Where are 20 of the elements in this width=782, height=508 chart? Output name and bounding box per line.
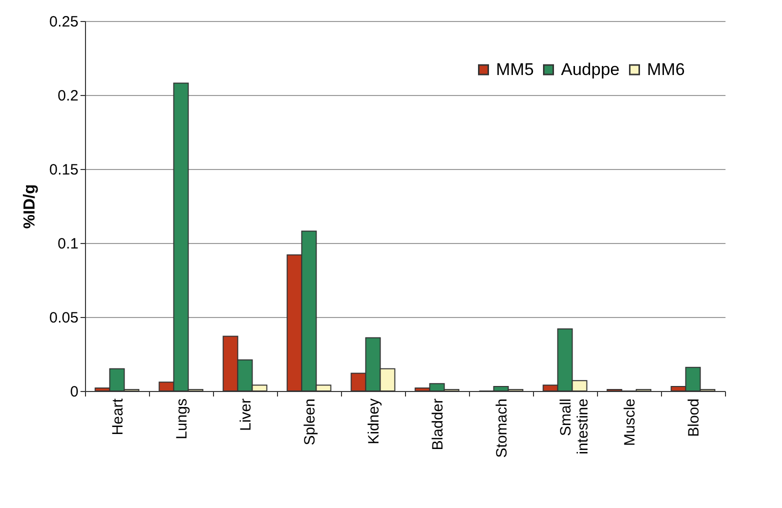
legend-label: MM6	[647, 60, 685, 79]
y-tick-label: 0.25	[49, 14, 78, 30]
x-tick-label: Lungs	[174, 398, 190, 440]
y-tick-label: 0	[70, 384, 78, 400]
x-tick-label: Blood	[686, 398, 702, 437]
y-tick-label: 0.1	[58, 236, 78, 252]
x-tick-label: Heart	[110, 398, 126, 436]
y-tick-label: 0.05	[49, 310, 78, 326]
y-tick-label: 0.2	[58, 88, 78, 104]
x-tick-label: Muscle	[622, 398, 638, 446]
x-tick-label: Bladder	[430, 398, 446, 450]
x-tick-label: Kidney	[366, 398, 382, 444]
legend-label: MM5	[496, 60, 534, 79]
x-tick-label: Spleen	[302, 398, 318, 446]
x-tick-label: Stomach	[494, 398, 510, 458]
y-tick-label: 0.15	[49, 162, 78, 178]
legend-label: Audppe	[561, 60, 620, 79]
x-tick-label: Small intestine	[558, 398, 592, 454]
y-axis-title: %ID/g	[21, 184, 38, 229]
x-tick-label: Liver	[238, 398, 254, 432]
